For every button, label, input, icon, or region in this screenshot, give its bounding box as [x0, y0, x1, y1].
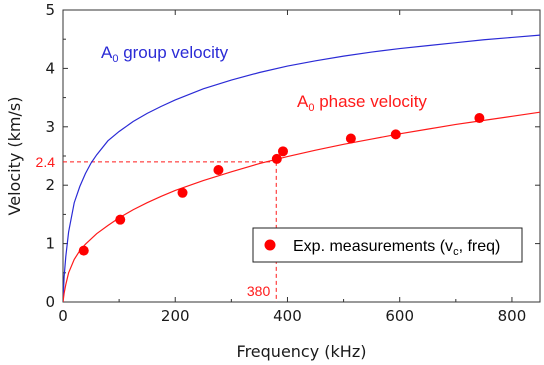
data-point — [277, 146, 288, 157]
y-tick-label: 3 — [45, 118, 55, 136]
x-axis-title: Frequency (kHz) — [237, 342, 367, 361]
y-tick-label: 2 — [45, 176, 55, 194]
data-point — [177, 187, 188, 198]
data-point — [115, 214, 126, 225]
reference-x-label: 380 — [247, 283, 271, 299]
y-tick-label: 4 — [45, 59, 55, 77]
group-velocity-label-subscript: 0 — [112, 53, 118, 65]
data-point — [345, 133, 356, 144]
x-tick-label: 600 — [385, 307, 414, 325]
x-tick-label: 0 — [58, 307, 68, 325]
y-axis-title: Velocity (km/s) — [5, 97, 24, 216]
group-velocity-label-rest: group velocity — [118, 43, 228, 62]
y-tick-label: 1 — [45, 235, 55, 253]
series-line-1 — [63, 111, 540, 302]
phase-velocity-label-rest: phase velocity — [314, 92, 427, 111]
legend-label: Exp. measurements (vc, freq) — [293, 238, 500, 258]
x-tick-label: 400 — [273, 307, 302, 325]
data-point — [271, 153, 282, 164]
legend-marker — [264, 239, 276, 251]
series-line-0 — [63, 34, 540, 302]
data-point — [213, 165, 224, 176]
data-point — [474, 113, 485, 124]
data-point — [78, 245, 89, 256]
x-tick-label: 800 — [498, 307, 527, 325]
reference-y-label: 2.4 — [36, 154, 56, 170]
plot-area: 0 200 400 600 800 0 1 2 3 4 5 Frequency (kHz) Veloci… — [5, 1, 541, 361]
y-tick-label: 5 — [45, 1, 55, 19]
phase-velocity-label: A0 phase velocity — [297, 92, 427, 114]
legend-label-rest: , freq) — [459, 238, 501, 255]
phase-velocity-label-main: A — [297, 92, 309, 111]
y-tick-label: 0 — [45, 293, 55, 311]
legend-label-main: Exp. measurements (v — [293, 238, 453, 255]
group-velocity-label: A0 group velocity — [101, 43, 229, 65]
group-velocity-label-main: A — [101, 43, 113, 62]
x-tick-label: 200 — [161, 307, 190, 325]
data-point — [390, 129, 401, 140]
phase-velocity-label-subscript: 0 — [308, 102, 314, 114]
legend-label-subscript: c — [453, 246, 459, 258]
legend-box — [252, 227, 523, 263]
